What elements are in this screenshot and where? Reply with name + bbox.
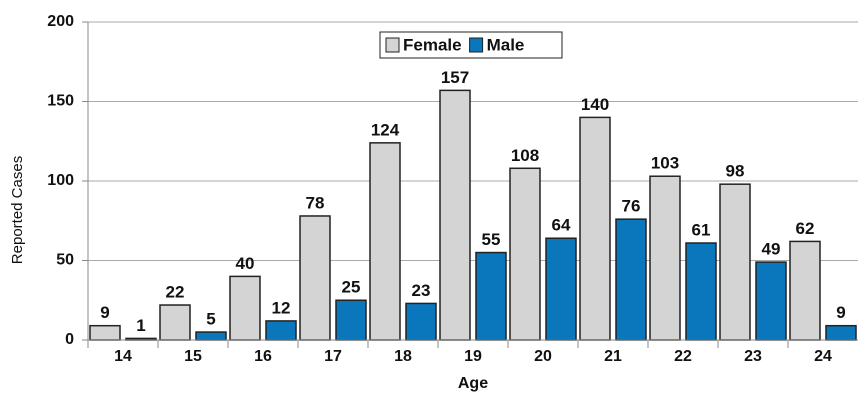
data-label: 157 [441,68,469,87]
bar [719,183,751,341]
y-tick-label: 0 [65,331,74,348]
bar [579,116,611,341]
x-tick-label: 19 [464,348,482,365]
bar [615,218,647,341]
bar [369,142,401,341]
bar [755,261,787,341]
data-label: 22 [166,283,185,302]
data-label: 55 [482,230,501,249]
bar [335,299,367,341]
data-label: 1 [136,316,145,335]
bar [159,304,191,341]
data-label: 9 [836,303,845,322]
bar [789,240,821,341]
bar [195,331,227,341]
legend-swatch [385,37,400,53]
legend-swatch [469,37,484,53]
x-tick-label: 14 [114,348,132,365]
x-tick-label: 24 [814,348,832,365]
data-label: 98 [726,162,745,181]
bar [405,302,437,341]
data-label: 40 [236,254,255,273]
bar [299,215,331,341]
legend-label: Male [487,35,525,54]
data-label: 49 [762,240,781,259]
bar [89,324,121,341]
data-label: 9 [100,303,109,322]
x-tick-label: 17 [324,348,342,365]
data-label: 103 [651,154,679,173]
y-tick-label: 200 [47,13,74,30]
bar [229,275,261,341]
bar [685,242,717,341]
data-label: 108 [511,146,539,165]
x-tick-label: 20 [534,348,552,365]
bar [439,89,471,341]
bar [545,237,577,341]
data-label: 78 [306,193,325,212]
x-tick-label: 15 [184,348,202,365]
data-label: 64 [552,216,571,235]
y-axis-label: Reported Cases [9,156,26,264]
data-label: 25 [342,278,361,297]
data-label: 140 [581,95,609,114]
bar [475,251,507,341]
x-axis-label: Age [458,375,488,392]
data-label: 124 [371,120,400,139]
data-label: 62 [796,219,815,238]
y-tick-label: 100 [47,172,74,189]
data-label: 23 [412,281,431,300]
y-tick-label: 150 [47,93,74,110]
x-tick-label: 23 [744,348,762,365]
x-tick-label: 18 [394,348,412,365]
data-label: 61 [692,220,711,239]
legend-label: Female [403,35,462,54]
x-tick-label: 22 [674,348,692,365]
data-label: 76 [622,197,641,216]
bar [509,167,541,341]
data-label: 5 [206,310,215,329]
bar [649,175,681,341]
bar [825,324,857,341]
x-tick-label: 21 [604,348,622,365]
y-tick-label: 50 [56,252,74,269]
bar [265,320,297,341]
x-tick-label: 16 [254,348,272,365]
data-label: 12 [272,298,291,317]
